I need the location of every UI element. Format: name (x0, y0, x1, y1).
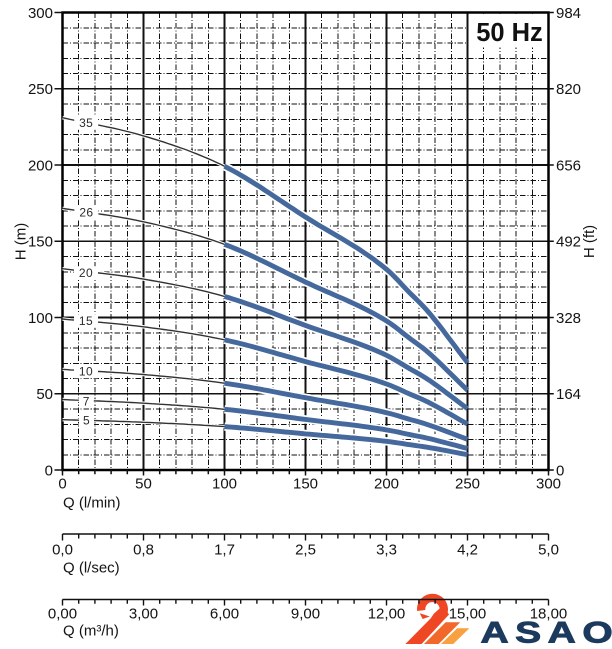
svg-text:328: 328 (556, 310, 581, 327)
svg-text:3,3: 3,3 (376, 542, 397, 559)
svg-text:5: 5 (83, 414, 90, 428)
svg-text:9,00: 9,00 (291, 605, 320, 622)
svg-text:200: 200 (374, 476, 399, 493)
svg-text:1,7: 1,7 (214, 542, 235, 559)
svg-text:20: 20 (79, 266, 93, 280)
svg-text:50: 50 (36, 386, 53, 403)
svg-text:H (m): H (m) (13, 223, 30, 261)
svg-text:0,8: 0,8 (133, 542, 154, 559)
svg-text:ASAO: ASAO (481, 616, 612, 644)
svg-text:4,2: 4,2 (457, 542, 478, 559)
svg-text:26: 26 (79, 205, 93, 219)
svg-text:100: 100 (212, 476, 237, 493)
svg-text:3,00: 3,00 (129, 605, 158, 622)
svg-text:H (ft): H (ft) (581, 225, 598, 258)
svg-text:164: 164 (556, 386, 581, 403)
svg-text:300: 300 (536, 476, 561, 493)
svg-text:50 Hz: 50 Hz (476, 19, 543, 47)
svg-text:35: 35 (79, 116, 93, 130)
svg-text:150: 150 (293, 476, 318, 493)
svg-text:250: 250 (28, 81, 53, 98)
svg-text:492: 492 (556, 234, 581, 251)
svg-text:0: 0 (45, 462, 53, 479)
svg-text:5,0: 5,0 (538, 542, 559, 559)
svg-text:656: 656 (556, 157, 581, 174)
svg-text:Q (m³/h): Q (m³/h) (63, 623, 119, 640)
svg-text:Q (l/sec): Q (l/sec) (63, 560, 120, 577)
svg-text:100: 100 (28, 310, 53, 327)
svg-text:12,00: 12,00 (368, 605, 406, 622)
svg-text:150: 150 (28, 234, 53, 251)
svg-text:6,00: 6,00 (210, 605, 239, 622)
svg-text:0: 0 (58, 476, 66, 493)
svg-text:2,5: 2,5 (295, 542, 316, 559)
svg-text:0,00: 0,00 (48, 605, 77, 622)
svg-text:10: 10 (79, 364, 93, 378)
svg-text:0,0: 0,0 (52, 542, 73, 559)
svg-text:300: 300 (28, 5, 53, 22)
svg-text:820: 820 (556, 81, 581, 98)
svg-text:7: 7 (83, 394, 90, 408)
svg-text:200: 200 (28, 157, 53, 174)
svg-text:Q (l/min): Q (l/min) (63, 495, 121, 512)
svg-text:984: 984 (556, 5, 581, 22)
svg-text:15: 15 (79, 314, 93, 328)
svg-text:250: 250 (455, 476, 480, 493)
svg-text:50: 50 (135, 476, 152, 493)
